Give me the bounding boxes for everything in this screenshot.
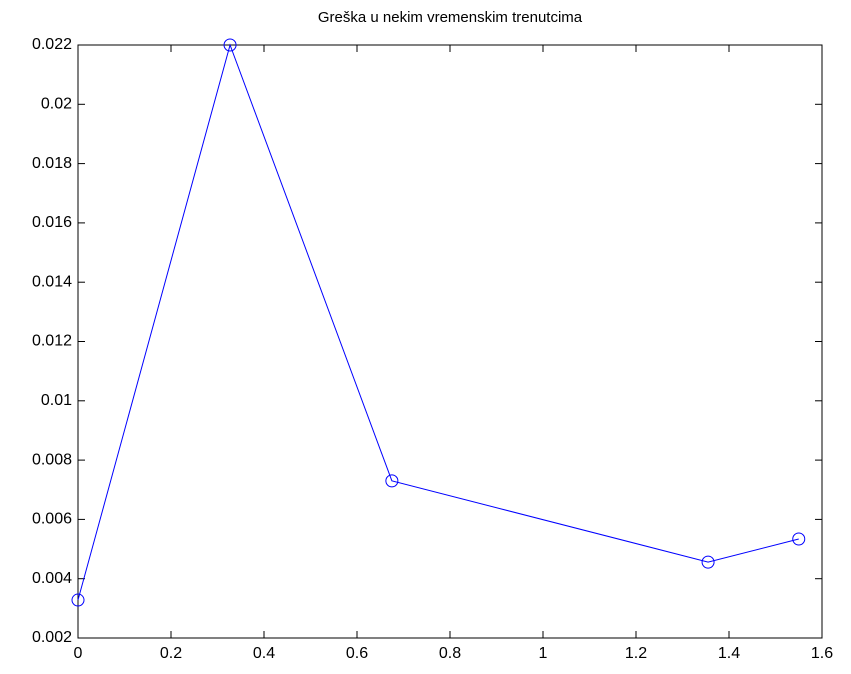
- marker: [701, 555, 715, 569]
- chart-title: Greška u nekim vremenskim trenutcima: [318, 9, 583, 26]
- x-tick-label: 0.2: [160, 645, 182, 662]
- x-tick-label: 0.8: [439, 645, 461, 662]
- marker: [71, 593, 85, 607]
- y-tick-label: 0.012: [32, 333, 72, 350]
- marker: [223, 38, 237, 52]
- y-tick-label: 0.014: [32, 273, 72, 290]
- x-tick-label: 0.4: [253, 645, 275, 662]
- marker: [385, 474, 399, 488]
- y-tick-label: 0.006: [32, 511, 72, 528]
- x-tick-label: 1: [539, 645, 548, 662]
- y-tick-label: 0.01: [41, 392, 72, 409]
- y-tick-label: 0.018: [32, 155, 72, 172]
- y-tick-label: 0.004: [32, 570, 72, 587]
- y-tick-label: 0.002: [32, 629, 72, 646]
- x-tick-label: 1.4: [718, 645, 740, 662]
- marker: [792, 532, 806, 546]
- x-tick-label: 0.6: [346, 645, 368, 662]
- plot-area: [77, 44, 823, 639]
- y-tick-label: 0.022: [32, 36, 72, 53]
- x-tick-label: 0: [74, 645, 83, 662]
- line: [77, 43, 799, 601]
- y-tick-label: 0.008: [32, 451, 72, 468]
- y-tick-label: 0.016: [32, 214, 72, 231]
- x-tick-label: 1.2: [625, 645, 647, 662]
- x-tick-label: 1.6: [811, 645, 833, 662]
- y-tick-label: 0.02: [41, 96, 72, 113]
